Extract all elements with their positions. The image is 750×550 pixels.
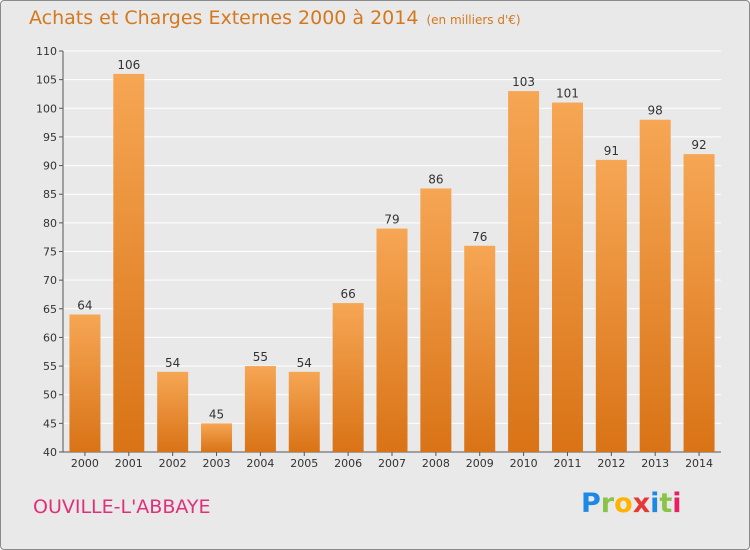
bar	[508, 91, 540, 452]
x-tick-label: 2001	[115, 457, 143, 470]
logo-letter: i	[672, 488, 682, 519]
bar	[376, 228, 408, 452]
y-tick-label: 105	[36, 74, 57, 87]
x-tick-label: 2006	[334, 457, 362, 470]
x-tick-label: 2000	[71, 457, 99, 470]
bar	[464, 245, 496, 452]
bars	[69, 73, 715, 453]
y-tick-label: 75	[43, 246, 57, 259]
x-tick-label: 2012	[597, 457, 625, 470]
chart-title-text: Achats et Charges Externes 2000 à 2014	[29, 7, 419, 29]
chart-title: Achats et Charges Externes 2000 à 2014 (e…	[29, 7, 521, 29]
data-label: 101	[556, 87, 579, 101]
y-tick-labels: 40 45 50 55 60 65 70 75 80 85 90 95 100 105 110	[36, 45, 57, 459]
data-label: 79	[384, 213, 399, 227]
x-tick-label: 2005	[290, 457, 318, 470]
y-tick-label: 70	[43, 274, 57, 287]
x-tick-label: 2011	[553, 457, 581, 470]
logo-letter: P	[581, 488, 601, 519]
bar	[201, 423, 233, 452]
y-tick-label: 100	[36, 102, 57, 115]
x-tick-label: 2003	[203, 457, 231, 470]
x-tick-label: 2008	[422, 457, 450, 470]
bar	[157, 371, 189, 452]
logo-letter: i	[650, 488, 660, 519]
y-tick-label: 110	[36, 45, 57, 58]
data-label: 98	[648, 104, 663, 118]
bar	[69, 314, 101, 452]
y-tick-label: 40	[43, 446, 57, 459]
data-label: 76	[472, 230, 487, 244]
x-tick-label: 2009	[466, 457, 494, 470]
data-label: 55	[253, 350, 268, 364]
y-tick-label: 85	[43, 188, 57, 201]
x-tick-label: 2002	[159, 457, 187, 470]
y-tick-label: 80	[43, 217, 57, 230]
x-tick-labels: 2000 2001 2002 2003 2004 2005 2006 2007 2008 2009…	[71, 457, 713, 470]
data-label: 64	[77, 299, 92, 313]
y-tick-label: 55	[43, 360, 57, 373]
logo-letter: r	[600, 488, 615, 519]
bar	[595, 159, 627, 453]
bar	[113, 73, 145, 453]
city-name: OUVILLE-L'ABBAYE	[33, 496, 211, 518]
bar	[551, 102, 583, 453]
data-label: 92	[691, 138, 706, 152]
bar	[244, 366, 276, 452]
y-tick-label: 50	[43, 389, 57, 402]
data-labels: 64 106 54 45 55 54 66 79 86 76 103 101 91 98 92	[77, 58, 706, 421]
logo-letter: x	[632, 488, 651, 519]
logo-letter: o	[614, 488, 633, 519]
data-label: 91	[604, 144, 619, 158]
bar	[420, 188, 452, 452]
bar	[332, 303, 364, 452]
data-label: 45	[209, 407, 224, 421]
x-tick-label: 2010	[510, 457, 538, 470]
data-label: 106	[117, 58, 140, 72]
y-tick-label: 95	[43, 131, 57, 144]
data-label: 86	[428, 172, 443, 186]
bar	[639, 119, 671, 452]
x-tick-label: 2013	[641, 457, 669, 470]
y-tick-label: 65	[43, 303, 57, 316]
x-tick-label: 2007	[378, 457, 406, 470]
y-tick-label: 90	[43, 160, 57, 173]
data-label: 103	[512, 75, 535, 89]
data-label: 54	[165, 356, 180, 370]
data-label: 54	[297, 356, 312, 370]
bar	[288, 371, 320, 452]
y-tick-label: 60	[43, 331, 57, 344]
x-tick-label: 2014	[685, 457, 713, 470]
logo-letter: t	[659, 488, 673, 519]
data-label: 66	[340, 287, 355, 301]
bar	[683, 154, 715, 452]
proxiti-logo: Proxiti	[581, 488, 682, 519]
x-tick-label: 2004	[246, 457, 274, 470]
y-tick-label: 45	[43, 417, 57, 430]
chart-subtitle: (en milliers d'€)	[426, 13, 521, 27]
